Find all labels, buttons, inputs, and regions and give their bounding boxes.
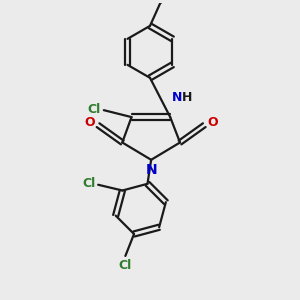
Text: Cl: Cl (119, 260, 132, 272)
Text: N: N (172, 91, 182, 104)
Text: O: O (207, 116, 218, 129)
Text: N: N (145, 163, 157, 177)
Text: Cl: Cl (88, 103, 101, 116)
Text: O: O (85, 116, 95, 129)
Text: H: H (182, 91, 192, 104)
Text: Cl: Cl (82, 177, 95, 190)
